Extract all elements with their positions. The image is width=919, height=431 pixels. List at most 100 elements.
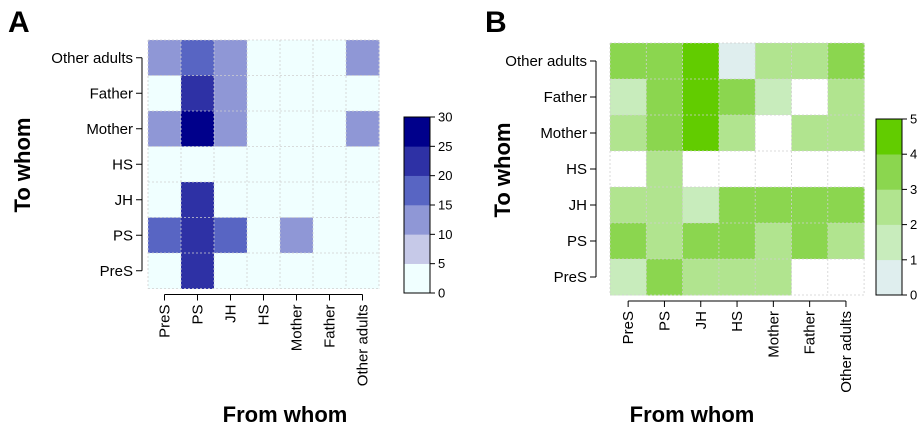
x-axis-title: From whom xyxy=(223,402,348,427)
heatmap-cell xyxy=(791,79,829,116)
y-tick-label: JH xyxy=(115,192,133,209)
heatmap-cell xyxy=(280,111,314,147)
heatmap-cell xyxy=(718,79,756,116)
y-tick-label: PS xyxy=(113,227,133,244)
heatmap-cell xyxy=(682,43,720,80)
heatmap-cell xyxy=(346,75,380,112)
legend-swatch xyxy=(876,224,902,261)
x-tick-label: HS xyxy=(256,305,273,326)
heatmap-cell xyxy=(148,40,182,76)
x-tick-label: Other adults xyxy=(355,305,372,387)
legend-tick-label: 10 xyxy=(438,227,452,242)
heatmap-cell xyxy=(718,259,756,296)
legend-swatch xyxy=(876,189,902,225)
heatmap-cell xyxy=(755,43,792,80)
heatmap-cell xyxy=(214,182,248,218)
heatmap-cell xyxy=(791,115,829,152)
y-tick-label: Other adults xyxy=(51,50,133,67)
legend-tick-label: 5 xyxy=(438,256,445,271)
heatmap-cell xyxy=(181,40,215,76)
heatmap-cell xyxy=(791,223,829,260)
y-tick-label: JH xyxy=(569,197,587,214)
x-axis-title: From whom xyxy=(630,402,755,427)
heatmap-cell xyxy=(181,146,215,183)
heatmap-cell xyxy=(214,253,248,289)
heatmap-cell xyxy=(247,182,281,218)
heatmap-cell xyxy=(181,217,215,254)
legend-tick-label: 25 xyxy=(438,139,452,154)
y-tick-label: PS xyxy=(567,233,587,250)
heatmap-cell xyxy=(718,223,756,260)
legend-swatch xyxy=(876,154,902,190)
heatmap-cell xyxy=(280,146,314,183)
heatmap-cell xyxy=(718,187,756,224)
legend-tick-label: 1 xyxy=(910,252,917,267)
heatmap-cell xyxy=(181,75,215,112)
legend-tick-label: 15 xyxy=(438,198,452,213)
x-tick-label: Mother xyxy=(765,311,782,358)
heatmap-cell xyxy=(646,187,684,224)
heatmap-cell xyxy=(682,187,720,224)
x-tick-label: PS xyxy=(656,311,673,331)
heatmap-cell xyxy=(827,187,865,224)
heatmap-cell xyxy=(280,217,314,254)
heatmap-cell xyxy=(214,111,248,147)
heatmap-cell xyxy=(214,40,248,76)
heatmap-cell xyxy=(610,187,647,224)
y-tick-label: HS xyxy=(112,156,133,173)
y-axis-title: To whom xyxy=(490,123,515,218)
legend-swatch xyxy=(404,146,430,176)
heatmap-cell xyxy=(247,75,281,112)
heatmap-cell xyxy=(247,217,281,254)
heatmap-cell xyxy=(181,111,215,147)
heatmap-cell xyxy=(791,187,829,224)
heatmap-cell xyxy=(214,75,248,112)
heatmap-cell xyxy=(247,111,281,147)
heatmap-cell xyxy=(718,151,756,188)
legend-swatch xyxy=(404,205,430,235)
heatmap-cell xyxy=(610,79,647,116)
legend-tick-label: 20 xyxy=(438,168,452,183)
heatmap-cell xyxy=(755,115,792,152)
heatmap-cell xyxy=(346,182,380,218)
x-tick-label: HS xyxy=(729,311,746,332)
heatmap-cell xyxy=(214,146,248,183)
heatmap-cell xyxy=(755,187,792,224)
y-tick-label: Other adults xyxy=(505,53,587,70)
heatmap-cell xyxy=(646,115,684,152)
heatmap-cell xyxy=(313,75,347,112)
x-tick-label: PreS xyxy=(157,305,174,338)
heatmap-panel-a: Other adults Father Mother HS JH PS PreS PreS PS… xyxy=(8,6,452,427)
y-tick-label: HS xyxy=(566,161,587,178)
heatmap-cell xyxy=(827,79,865,116)
x-tick-label: PreS xyxy=(620,311,637,344)
heatmap-cell xyxy=(610,223,647,260)
heatmap-cell xyxy=(646,79,684,116)
legend-tick-label: 0 xyxy=(438,286,445,301)
legend-swatch xyxy=(876,259,902,296)
heatmap-cell xyxy=(148,217,182,254)
heatmap-cell xyxy=(646,151,684,188)
heatmap-cell xyxy=(280,75,314,112)
heatmap-cell xyxy=(610,259,647,296)
heatmap-cell xyxy=(214,217,248,254)
heatmap-cell xyxy=(646,259,684,296)
heatmap-cell xyxy=(718,43,756,80)
y-tick-label: Father xyxy=(90,85,133,102)
heatmap-cell xyxy=(610,43,647,80)
heatmap-cell xyxy=(346,111,380,147)
heatmap-cell xyxy=(827,223,865,260)
heatmap-cell xyxy=(148,146,182,183)
panel-letter: B xyxy=(485,6,507,39)
heatmap-cell xyxy=(718,115,756,152)
x-tick-label: JH xyxy=(223,305,240,323)
heatmap-cell xyxy=(346,217,380,254)
legend-frame xyxy=(875,118,903,296)
heatmap-cell xyxy=(247,146,281,183)
heatmap-cell xyxy=(610,151,647,188)
heatmap-cell xyxy=(181,182,215,218)
heatmap-cell xyxy=(346,253,380,289)
x-tick-label: Father xyxy=(322,305,339,348)
heatmap-cell xyxy=(148,75,182,112)
